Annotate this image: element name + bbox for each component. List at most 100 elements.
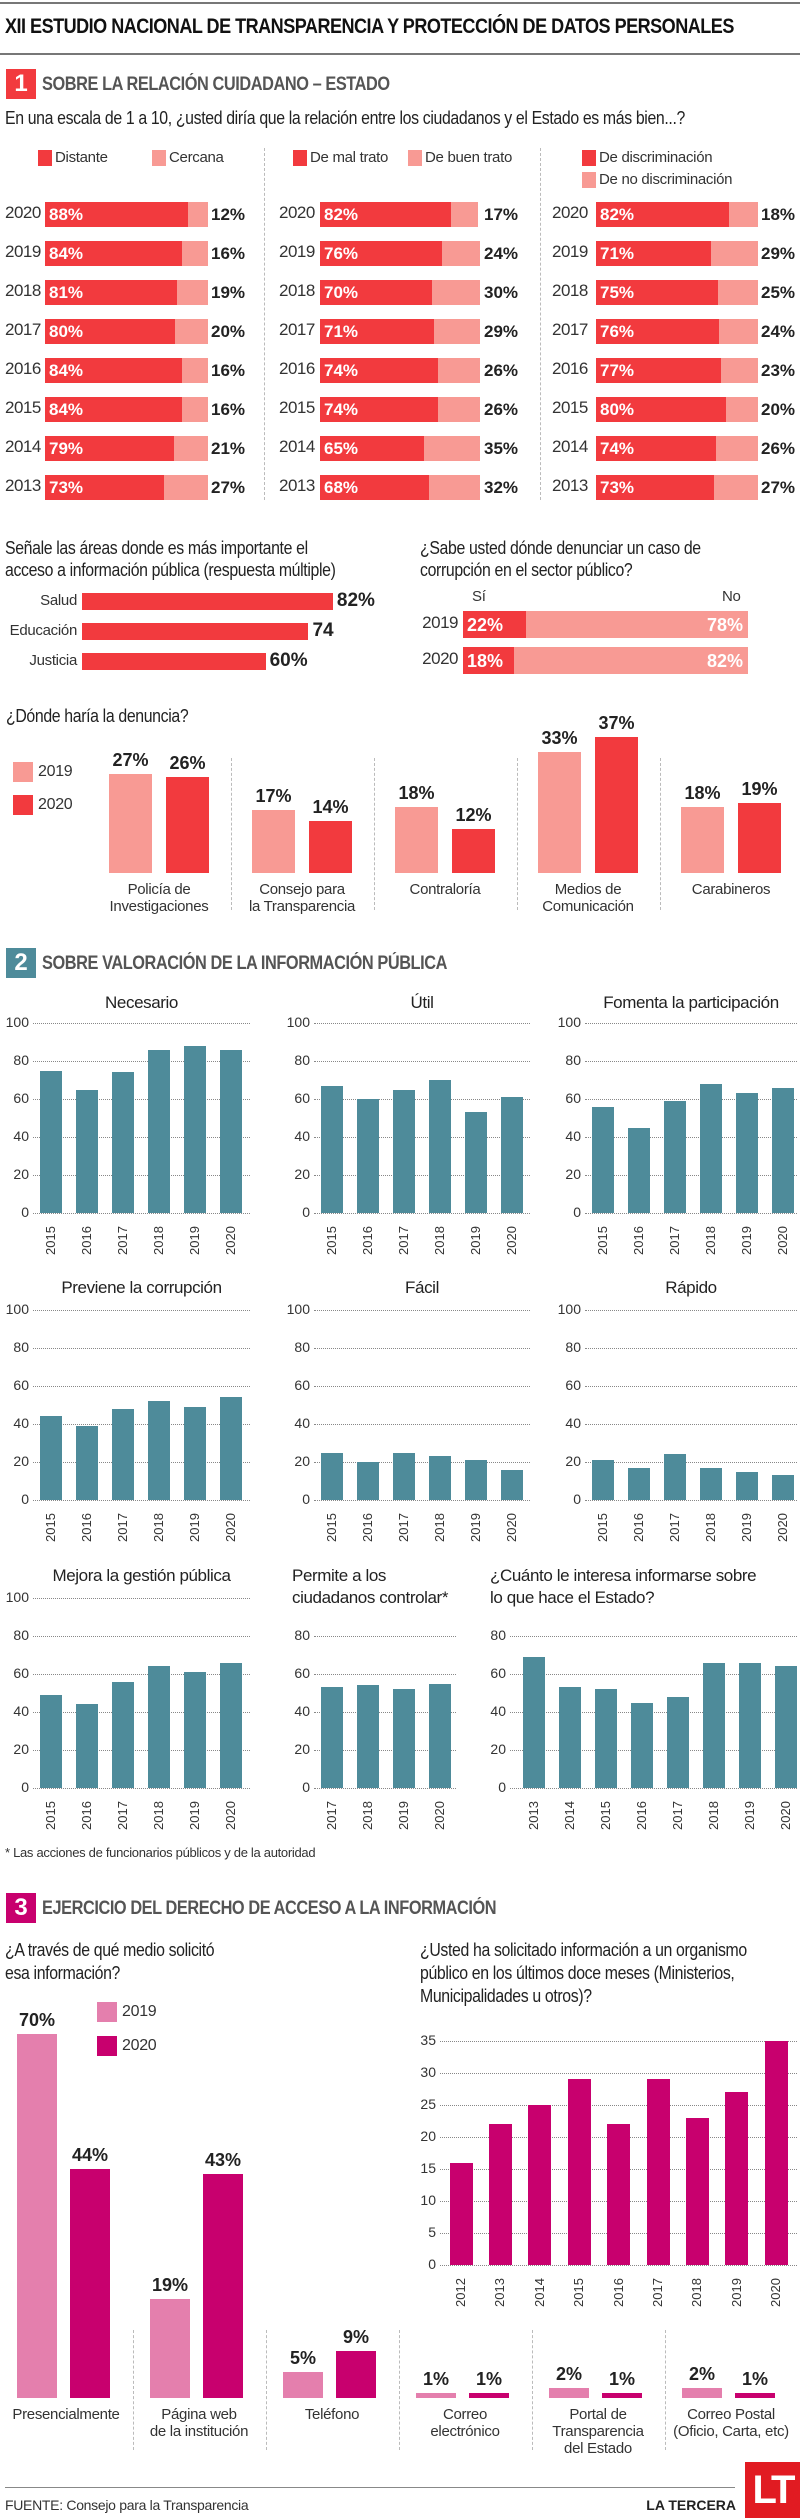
bar bbox=[501, 1469, 523, 1500]
chart-title: lo que hace el Estado? bbox=[490, 1588, 655, 1607]
legend-swatch bbox=[582, 150, 596, 166]
bar bbox=[393, 1452, 415, 1500]
y-tick-label: 100 bbox=[286, 1301, 310, 1317]
title-rule bbox=[0, 53, 800, 55]
bar-value-label: 5% bbox=[289, 2348, 316, 2368]
y-tick-label: 60 bbox=[565, 1377, 581, 1393]
bar bbox=[112, 1072, 134, 1213]
x-tick-label: 2018 bbox=[703, 1513, 718, 1542]
x-tick-label: 2018 bbox=[360, 1801, 375, 1830]
x-tick-label: 2016 bbox=[79, 1226, 94, 1255]
gridline bbox=[585, 1310, 797, 1311]
x-tick-label: 2018 bbox=[703, 1226, 718, 1255]
category-label: la Transparencia bbox=[248, 898, 356, 915]
bar-2019 bbox=[17, 2034, 57, 2398]
x-tick-label: 2020 bbox=[432, 1801, 447, 1830]
gridline bbox=[33, 1462, 250, 1463]
y-tick-label: 0 bbox=[302, 1204, 310, 1220]
bar-2019 bbox=[395, 806, 438, 873]
legend-swatch bbox=[152, 150, 166, 166]
gridline bbox=[510, 1674, 797, 1675]
bar-segment-a bbox=[596, 397, 726, 422]
bar-segment-b bbox=[181, 397, 208, 422]
year-label: 2017 bbox=[279, 320, 315, 339]
y-tick-label: 80 bbox=[13, 1339, 29, 1355]
year-label: 2017 bbox=[552, 320, 588, 339]
value-label-b: 30% bbox=[484, 283, 519, 302]
bar-value-label: 19% bbox=[151, 2275, 189, 2296]
bar bbox=[592, 1460, 614, 1500]
bar bbox=[725, 2092, 749, 2265]
bar-segment-a bbox=[596, 202, 729, 227]
y-tick-label: 0 bbox=[302, 1491, 310, 1507]
chart-title: Mejora la gestión pública bbox=[52, 1566, 231, 1585]
bar-segment-a bbox=[320, 436, 424, 461]
x-tick-label: 2016 bbox=[634, 1801, 649, 1830]
value-label-a: 84% bbox=[49, 400, 84, 419]
x-tick-label: 2017 bbox=[324, 1801, 339, 1830]
year-label: 2017 bbox=[5, 320, 41, 339]
value-label-a: 74% bbox=[324, 400, 359, 419]
area-bar bbox=[82, 623, 309, 640]
bar bbox=[393, 1689, 415, 1788]
value-label-a: 71% bbox=[324, 322, 359, 341]
x-tick-label: 2016 bbox=[610, 2278, 626, 2307]
legend-swatch bbox=[97, 2002, 117, 2022]
bar bbox=[112, 1408, 134, 1500]
value-label-a: 73% bbox=[600, 478, 635, 497]
bar bbox=[321, 1452, 343, 1500]
bar bbox=[772, 1475, 794, 1500]
bar-segment-a bbox=[596, 358, 721, 383]
section-2-title: SOBRE VALORACIÓN DE LA INFORMACIÓN PÚBLI… bbox=[42, 953, 447, 974]
chart-title: ciudadanos controlar* bbox=[292, 1588, 449, 1607]
gridline bbox=[510, 1712, 797, 1713]
y-tick-label: 60 bbox=[294, 1090, 310, 1106]
x-tick-label: 2017 bbox=[667, 1513, 682, 1542]
bar-segment-b bbox=[438, 397, 480, 422]
legend-label: 2019 bbox=[38, 763, 73, 780]
x-tick-label: 2013 bbox=[526, 1801, 541, 1830]
bar-segment-a bbox=[45, 241, 182, 266]
bar-segment-a bbox=[596, 436, 716, 461]
bar bbox=[429, 1080, 451, 1213]
x-tick-label: 2019 bbox=[742, 1801, 757, 1830]
bar-value-label: 1% bbox=[475, 2368, 502, 2389]
denunciar-question: corrupción en el sector público? bbox=[420, 560, 633, 580]
chart-title: Fácil bbox=[405, 1278, 439, 1297]
x-tick-label: 2015 bbox=[324, 1513, 339, 1542]
year-label: 2013 bbox=[552, 476, 588, 495]
legend-label: 2020 bbox=[122, 2037, 157, 2054]
x-tick-label: 2019 bbox=[739, 1226, 754, 1255]
no-bar bbox=[514, 647, 748, 674]
value-label-a: 71% bbox=[600, 244, 635, 263]
bar-segment-a bbox=[45, 397, 182, 422]
bar bbox=[76, 1089, 98, 1213]
bar-segment-b bbox=[714, 475, 758, 500]
gridline bbox=[510, 1750, 797, 1751]
bar-segment-a bbox=[320, 202, 452, 227]
year-label: 2016 bbox=[5, 359, 41, 378]
bar bbox=[148, 1049, 170, 1213]
x-tick-label: 2017 bbox=[670, 1801, 685, 1830]
category-label: Comunicación bbox=[542, 898, 634, 915]
legend-label: De no discriminación bbox=[599, 171, 733, 188]
x-tick-label: 2017 bbox=[396, 1513, 411, 1542]
value-label-b: 16% bbox=[211, 361, 246, 380]
x-tick-label: 2018 bbox=[706, 1801, 721, 1830]
y-tick-label: 20 bbox=[490, 1741, 506, 1757]
y-tick-label: 15 bbox=[420, 2160, 436, 2176]
gridline bbox=[585, 1175, 797, 1176]
chart-title: Fomenta la participación bbox=[603, 993, 779, 1012]
gridline bbox=[440, 2073, 797, 2074]
yes-bar bbox=[463, 611, 526, 638]
la-tercera-logo: LT bbox=[745, 2462, 800, 2518]
bar-2020 bbox=[203, 2174, 243, 2398]
bar bbox=[631, 1702, 653, 1788]
chart-title: Previene la corrupción bbox=[61, 1278, 222, 1297]
gridline bbox=[33, 1213, 250, 1214]
bar bbox=[40, 1070, 62, 1213]
x-tick-label: 2015 bbox=[595, 1513, 610, 1542]
bar bbox=[559, 1687, 581, 1788]
value-label-b: 12% bbox=[211, 205, 246, 224]
bar-value-label: 14% bbox=[312, 797, 349, 818]
